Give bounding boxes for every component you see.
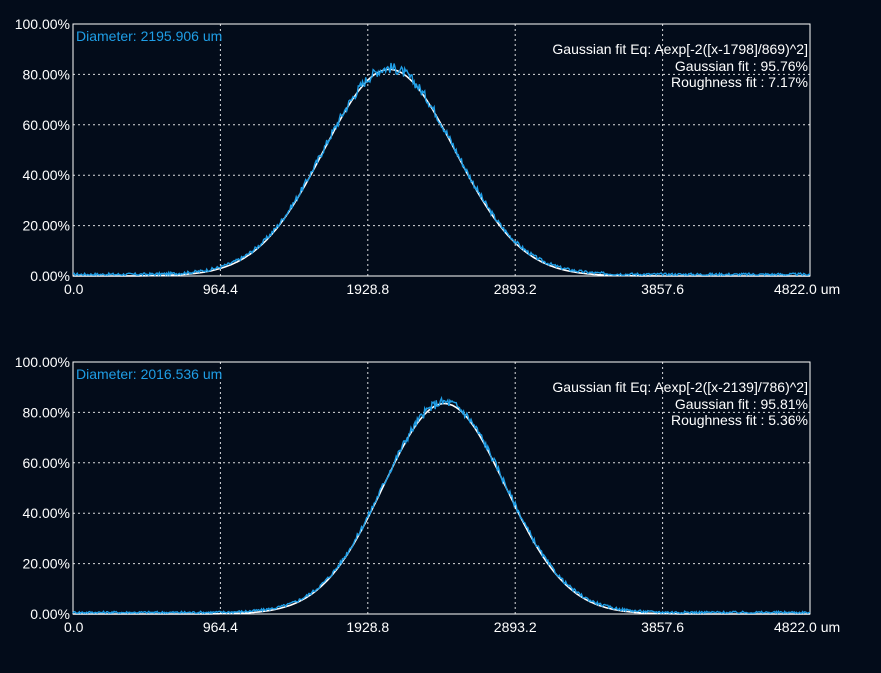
- chart2-x-tick-label: 2893.2: [494, 619, 537, 635]
- chart1-diameter-label: Diameter: 2195.906 um: [76, 28, 222, 44]
- chart1-x-tick-label: 0.0: [64, 281, 84, 297]
- chart2-x-tick-label: 4822.0 um: [774, 619, 840, 635]
- chart2-roughness-fit-value: Roughness fit : 5.36%: [671, 412, 808, 428]
- chart1-y-tick-label: 100.00%: [15, 16, 70, 32]
- chart1-y-tick-label: 20.00%: [23, 218, 70, 234]
- chart1-y-tick-label: 40.00%: [23, 167, 70, 183]
- chart2-measured-profile-curve: [72, 395, 811, 615]
- chart1-x-tick-label: 1928.8: [346, 281, 389, 297]
- chart2-x-tick-label: 0.0: [64, 619, 84, 635]
- chart1-y-tick-label: 60.00%: [23, 117, 70, 133]
- chart1-fit-equation: Gaussian fit Eq: Aexp[-2([x-1798]/869)^2…: [552, 41, 808, 57]
- chart1-roughness-fit-value: Roughness fit : 7.17%: [671, 74, 808, 90]
- chart2-y-tick-label: 100.00%: [15, 354, 70, 370]
- chart1-x-tick-label: 964.4: [203, 281, 238, 297]
- chart1-gaussian-fit-value: Gaussian fit : 95.76%: [675, 58, 808, 74]
- chart2-y-tick-label: 0.00%: [30, 606, 70, 622]
- chart2-plot-frame: [72, 361, 811, 615]
- chart1-y-tick-label: 80.00%: [23, 66, 70, 82]
- chart1-x-tick-label: 4822.0 um: [774, 281, 840, 297]
- chart2-y-tick-label: 60.00%: [23, 455, 70, 471]
- chart2-x-tick-label: 3857.6: [641, 619, 684, 635]
- chart2-y-tick-label: 20.00%: [23, 556, 70, 572]
- chart2-fit-equation: Gaussian fit Eq: Aexp[-2([x-2139]/786)^2…: [552, 379, 808, 395]
- chart2-gaussian-fit-value: Gaussian fit : 95.81%: [675, 396, 808, 412]
- chart2-y-tick-label: 40.00%: [23, 505, 70, 521]
- chart2-x-tick-label: 1928.8: [346, 619, 389, 635]
- chart2-gaussian-fit-curve: [73, 402, 810, 615]
- chart2-diameter-label: Diameter: 2016.536 um: [76, 366, 222, 382]
- chart1-plot-frame: [72, 23, 811, 277]
- chart2-y-tick-label: 80.00%: [23, 404, 70, 420]
- chart1-y-tick-label: 0.00%: [30, 268, 70, 284]
- chart1-measured-profile-curve: [72, 62, 811, 277]
- chart1-x-tick-label: 2893.2: [494, 281, 537, 297]
- chart1-x-tick-label: 3857.6: [641, 281, 684, 297]
- chart2-x-tick-label: 964.4: [203, 619, 238, 635]
